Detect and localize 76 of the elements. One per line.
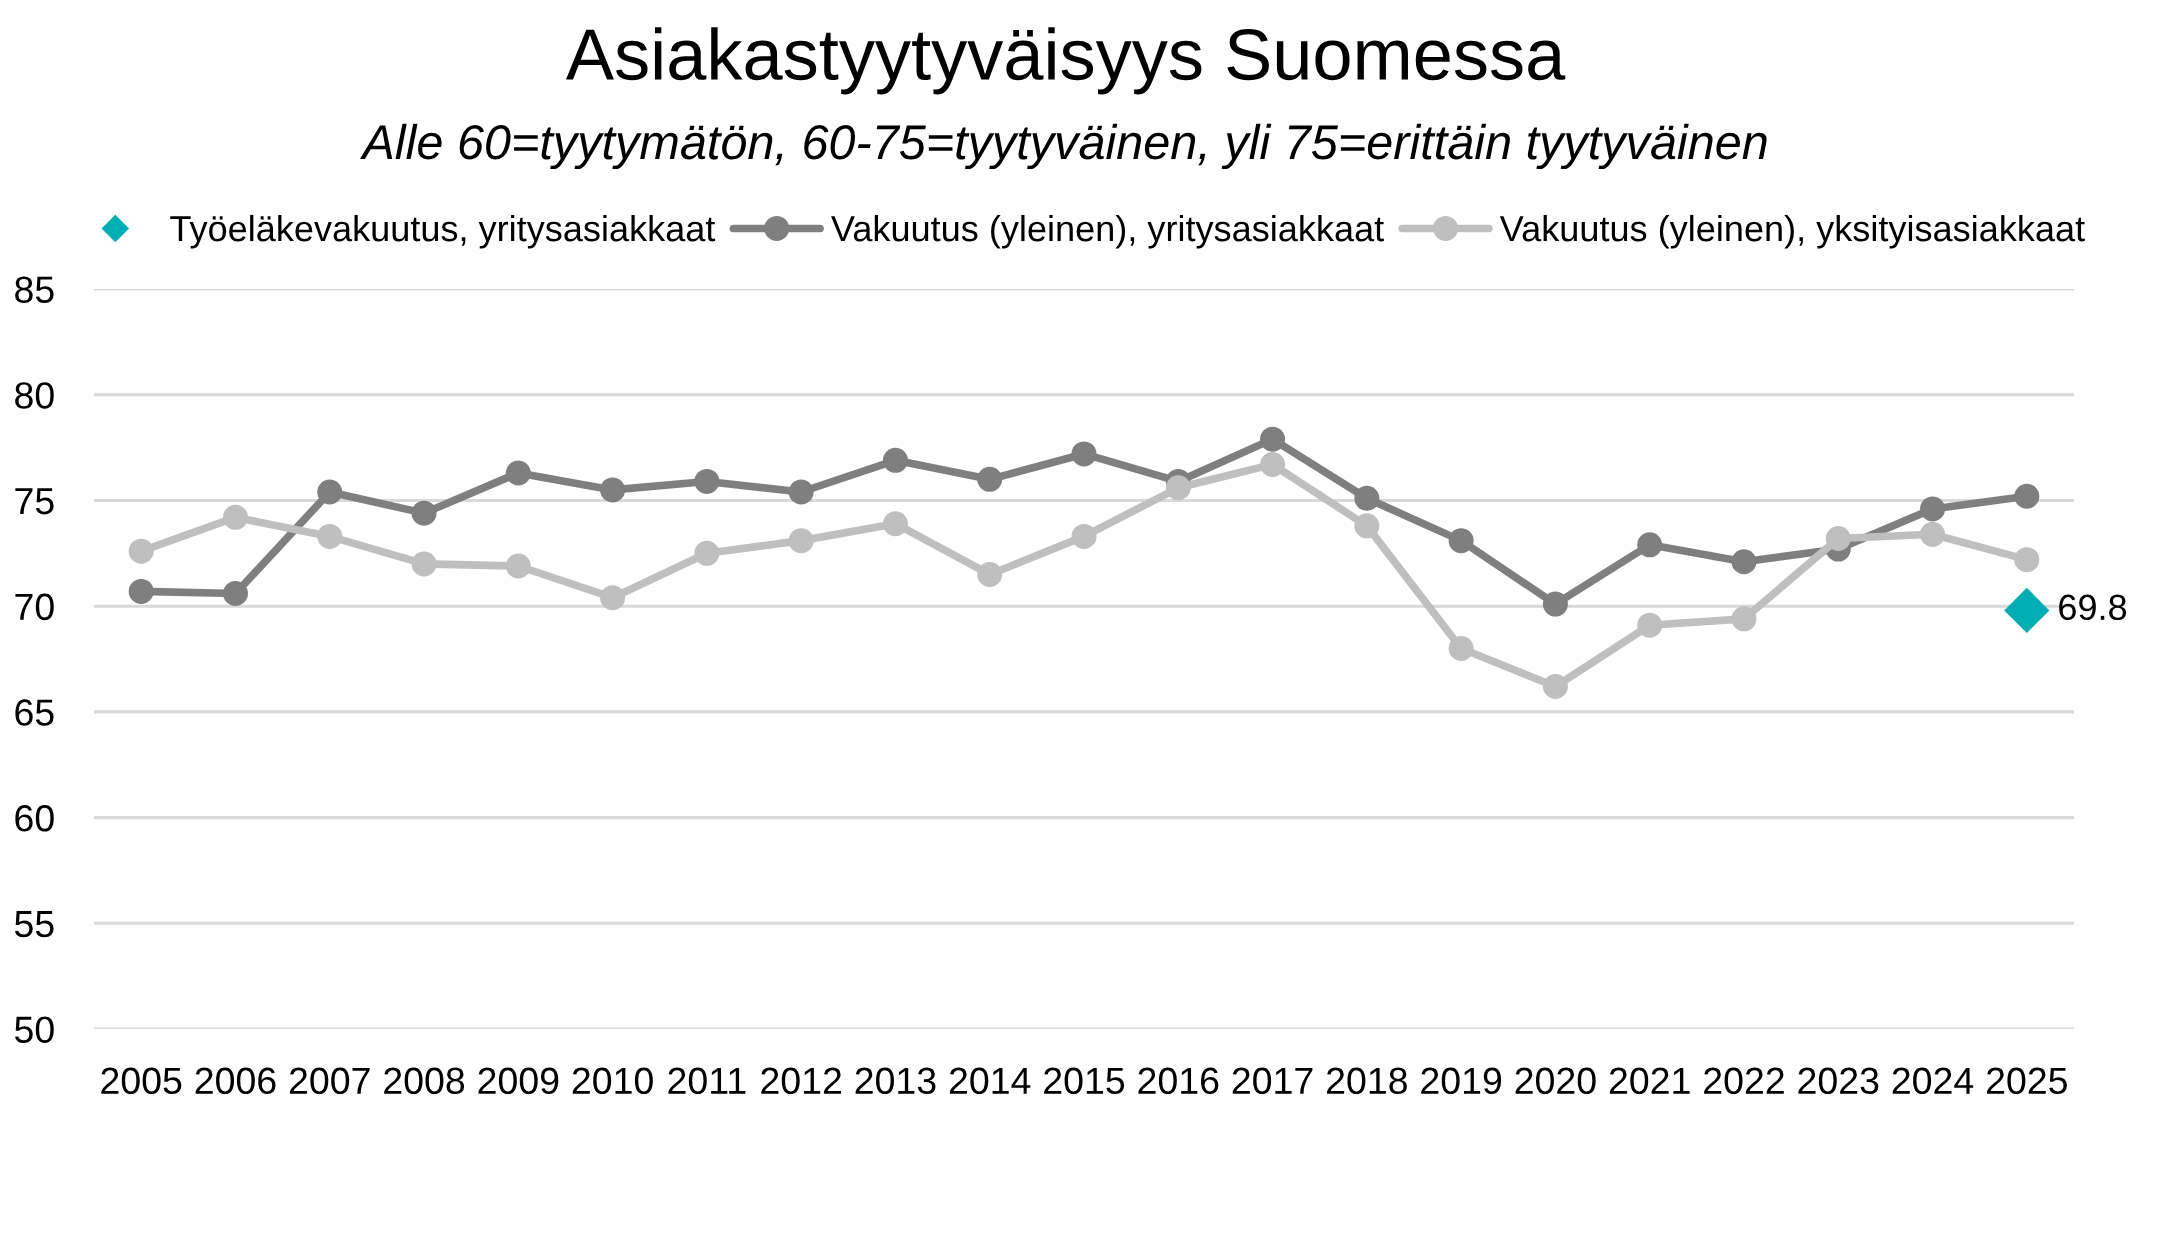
point xyxy=(1448,528,1474,554)
point xyxy=(1165,475,1191,501)
point xyxy=(1542,591,1568,617)
point xyxy=(2014,483,2040,509)
x-tick-label: 2016 xyxy=(1138,1067,1219,1095)
x-tick-label: 2006 xyxy=(195,1067,276,1095)
x-tick-label: 2021 xyxy=(1609,1067,1690,1095)
point xyxy=(1920,521,1946,547)
x-tick-label: 2023 xyxy=(1798,1067,1879,1095)
point xyxy=(1260,426,1286,452)
point xyxy=(505,460,531,486)
point xyxy=(505,553,531,579)
point xyxy=(694,468,720,494)
x-tick-label: 2014 xyxy=(949,1067,1031,1095)
point xyxy=(694,540,720,566)
x-tick-label: 2019 xyxy=(1421,1067,1502,1095)
point xyxy=(128,578,154,604)
point xyxy=(1071,523,1097,549)
point xyxy=(2014,547,2040,573)
x-tick-label: 2013 xyxy=(855,1067,936,1095)
data-label: 69.8 xyxy=(2059,594,2127,621)
y-tick-label: 50 xyxy=(14,1016,54,1043)
point xyxy=(317,523,343,549)
x-tick-label: 2018 xyxy=(1327,1067,1407,1095)
point xyxy=(1731,606,1757,632)
x-tick-label: 2008 xyxy=(384,1067,465,1095)
point xyxy=(788,479,814,505)
y-tick-label: 70 xyxy=(15,593,54,621)
y-tick-label: 75 xyxy=(15,488,54,515)
y-tick-label: 55 xyxy=(14,911,54,938)
x-tick-label: 2009 xyxy=(478,1067,559,1095)
point xyxy=(977,561,1003,587)
point xyxy=(1637,612,1663,638)
point xyxy=(411,500,437,526)
chart-title: Asiakastyytyväisyys Suomessa xyxy=(566,27,1566,95)
y-tick-label: 80 xyxy=(15,382,54,409)
y-tick-label: 85 xyxy=(15,276,54,303)
point xyxy=(1071,441,1097,467)
point xyxy=(977,466,1003,492)
legend-label: Vakuutus (yleinen), yritysasiakkaat xyxy=(831,214,1384,249)
point xyxy=(1825,526,1851,552)
point xyxy=(788,528,814,554)
y-tick-label: 65 xyxy=(15,699,54,726)
point xyxy=(1260,452,1286,478)
x-tick-label: 2011 xyxy=(668,1067,746,1095)
point xyxy=(882,447,908,473)
x-tick-label: 2010 xyxy=(572,1067,653,1095)
point xyxy=(222,504,248,530)
point xyxy=(882,511,908,537)
x-tick-label: 2022 xyxy=(1704,1067,1784,1095)
x-tick-label: 2012 xyxy=(761,1067,841,1095)
point xyxy=(1354,485,1380,511)
point xyxy=(1448,635,1474,661)
point xyxy=(600,585,626,611)
point xyxy=(317,479,343,505)
point xyxy=(1920,496,1946,522)
x-tick-label: 2025 xyxy=(1986,1067,2067,1095)
point xyxy=(222,580,248,606)
x-tick-label: 2007 xyxy=(289,1067,370,1095)
point xyxy=(1354,513,1380,539)
point xyxy=(1731,549,1757,575)
point xyxy=(128,538,154,564)
point xyxy=(1542,674,1568,700)
legend-label: Työeläkevakuutus, yritysasiakkaat xyxy=(170,214,716,249)
point xyxy=(2004,588,2050,633)
y-tick-label: 60 xyxy=(15,805,54,832)
x-tick-label: 2017 xyxy=(1232,1067,1313,1095)
x-tick-label: 2005 xyxy=(101,1067,182,1095)
x-tick-label: 2020 xyxy=(1515,1067,1596,1095)
x-tick-label: 2024 xyxy=(1892,1067,1974,1095)
chart-subtitle: Alle 60=tyytymätön, 60-75=tyytyväinen, yli 75=erittäin tyytyväinen xyxy=(359,123,1767,170)
point xyxy=(411,551,437,577)
legend-label: Vakuutus (yleinen), yksityisasiakkaat xyxy=(1499,214,2085,249)
point xyxy=(600,477,626,503)
x-tick-label: 2015 xyxy=(1044,1067,1125,1095)
point xyxy=(1637,532,1663,558)
